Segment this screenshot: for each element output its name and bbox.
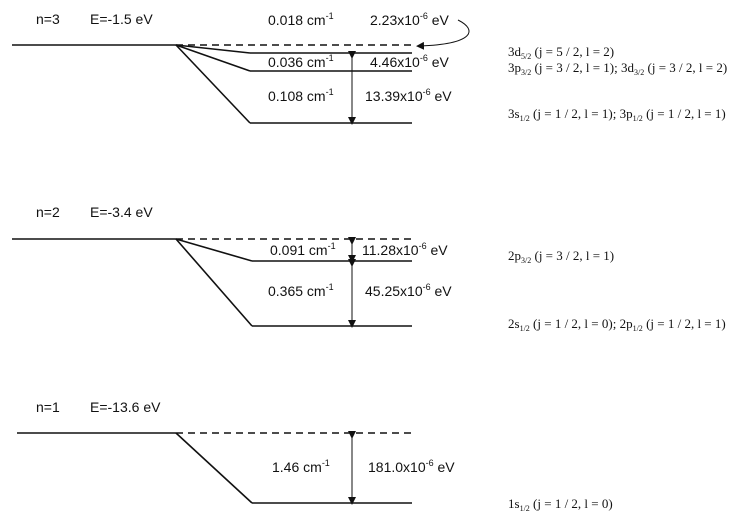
level-n2-s12-slope: [175, 238, 253, 327]
n2-split-1-ev: 11.28x10-6 eV: [362, 241, 448, 258]
level-n3-label: n=3: [36, 11, 60, 27]
n3-state-p32-d32: 3p3/2 (j = 3 / 2, l = 1); 3d3/2 (j = 3 /…: [508, 60, 727, 77]
curved-arrow: [416, 19, 470, 50]
level-n2-energy: E=-3.4 eV: [90, 204, 153, 220]
n1-split-1-ev: 181.0x10-6 eV: [368, 458, 455, 475]
n3-split-1-cm: 0.018 cm-1: [268, 11, 334, 28]
level-n3: n=3 E=-1.5 eV 0.018 cm-1 2.23x10-6 eV 0.…: [12, 11, 727, 125]
level-n3-d52-slope: [175, 44, 251, 54]
level-n2-p32-slope: [175, 238, 253, 262]
n2-split-1-cm: 0.091 cm-1: [270, 241, 336, 258]
level-n2: n=2 E=-3.4 eV 0.091 cm-1 11.28x10-6 eV 0…: [12, 204, 726, 333]
n3-split-3-ev: 13.39x10-6 eV: [365, 87, 452, 104]
n2-split-2-ev: 45.25x10-6 eV: [365, 282, 452, 299]
n3-split-1-ev: 2.23x10-6 eV: [370, 11, 450, 28]
level-n3-energy: E=-1.5 eV: [90, 11, 153, 27]
level-n1: n=1 E=-13.6 eV 1.46 cm-1 181.0x10-6 eV 1…: [17, 399, 613, 513]
n3-split-2-ev: 4.46x10-6 eV: [370, 53, 450, 70]
level-n3-p32-slope: [175, 44, 251, 72]
level-n1-s12-slope: [175, 432, 253, 504]
level-n1-label: n=1: [36, 399, 60, 415]
level-n1-energy: E=-13.6 eV: [90, 399, 161, 415]
n2-state-p32: 2p3/2 (j = 3 / 2, l = 1): [508, 248, 614, 265]
n1-state-s12: 1s1/2 (j = 1 / 2, l = 0): [508, 496, 613, 513]
n3-split-3-cm: 0.108 cm-1: [268, 87, 334, 104]
n2-split-2-cm: 0.365 cm-1: [268, 282, 334, 299]
level-n3-s12-slope: [175, 44, 251, 124]
n3-state-d52: 3d5/2 (j = 5 / 2, l = 2): [508, 44, 614, 61]
level-n2-label: n=2: [36, 204, 60, 220]
n3-split-2-cm: 0.036 cm-1: [268, 53, 334, 70]
n1-split-1-cm: 1.46 cm-1: [272, 458, 330, 475]
n3-state-s12-p12: 3s1/2 (j = 1 / 2, l = 1); 3p1/2 (j = 1 /…: [508, 106, 726, 123]
n2-state-s12-p12: 2s1/2 (j = 1 / 2, l = 0); 2p1/2 (j = 1 /…: [508, 316, 726, 333]
